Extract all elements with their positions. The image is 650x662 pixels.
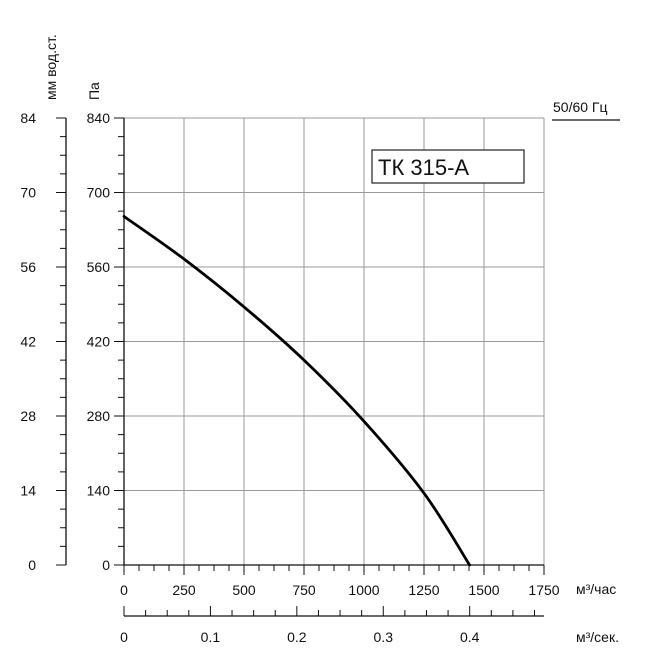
performance-curve: [122, 215, 471, 567]
axes: [56, 117, 545, 617]
x-axis-unit-label: м³/час: [576, 581, 616, 597]
x-tick-label: 1750: [528, 582, 559, 598]
x-tick-label: 750: [292, 582, 316, 598]
x2-tick-label: 0.3: [374, 629, 394, 645]
y-pa-tick-label: 560: [87, 259, 111, 275]
y-pa-tick-label: 280: [87, 408, 111, 424]
model-box: [371, 149, 525, 184]
y-pa-tick-label: 0: [102, 557, 110, 573]
x-second-axis-unit-label: м³/сек.: [576, 629, 619, 645]
y-mm-tick-label: 14: [20, 483, 36, 499]
y-pa-tick-label: 840: [87, 110, 111, 126]
y-pa-tick-label: 700: [87, 185, 111, 201]
y-mm-tick-label: 56: [20, 259, 36, 275]
curve-layer: [122, 215, 471, 567]
y-left-outer-label: мм вод.ст.: [43, 34, 59, 100]
x-tick-label: 1500: [468, 582, 499, 598]
y-pa-tick-label: 140: [87, 483, 111, 499]
x2-tick-label: 0.1: [201, 629, 221, 645]
x-tick-label: 1000: [348, 582, 379, 598]
y-mm-tick-label: 42: [20, 334, 36, 350]
x2-tick-label: 0.2: [287, 629, 307, 645]
y-mm-tick-label: 28: [20, 408, 36, 424]
y-mm-tick-label: 70: [20, 185, 36, 201]
frequency-label: 50/60 Гц: [553, 99, 608, 115]
grid: [124, 117, 545, 565]
x-tick-label: 1250: [408, 582, 439, 598]
x-tick-label: 250: [172, 582, 196, 598]
model-label: ТК 315-А: [378, 155, 469, 180]
x-tick-label: 0: [120, 582, 128, 598]
x2-tick-label: 0.4: [460, 629, 480, 645]
y-mm-tick-label: 84: [20, 110, 36, 126]
y-mm-tick-label: 0: [28, 557, 36, 573]
y-left-inner-label: Па: [86, 82, 102, 100]
x2-tick-label: 0: [120, 629, 128, 645]
y-pa-tick-label: 420: [87, 334, 111, 350]
x-tick-label: 500: [232, 582, 256, 598]
